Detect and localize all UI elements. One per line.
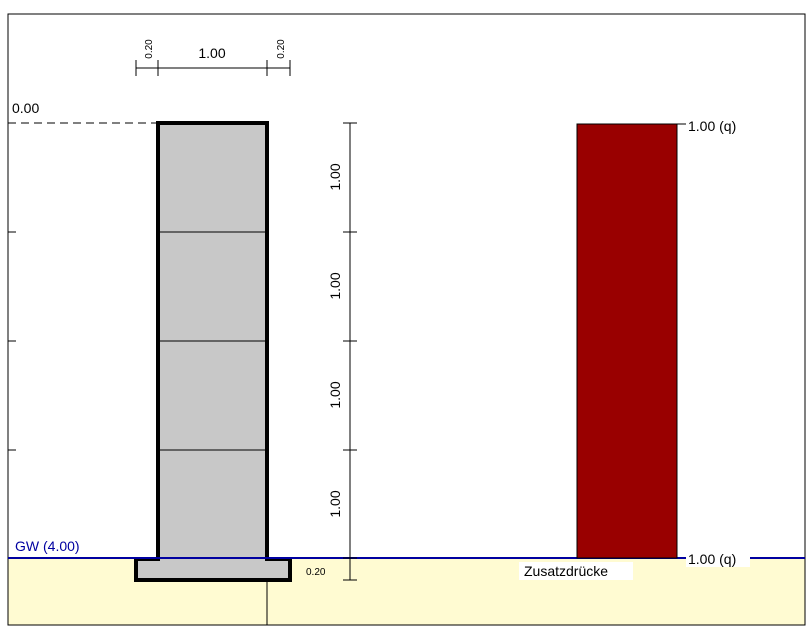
load-block: [576, 123, 678, 559]
groundwater-label: GW (4.00): [15, 538, 80, 554]
frame: [7, 13, 806, 626]
wall-segments: [160, 231, 265, 451]
load-label: 1.00 (q): [688, 118, 736, 134]
dim-label: 1.00: [327, 163, 343, 190]
ground: [8, 558, 805, 625]
vertical-dimension: [343, 122, 357, 581]
dim-label: 1.00: [198, 45, 225, 61]
dim-label: 0.20: [306, 567, 326, 578]
dim-label: 1.00: [327, 490, 343, 517]
left-ticks: [8, 231, 16, 451]
level-label: 0.00: [12, 100, 39, 116]
load-label: 1.00 (q): [688, 551, 736, 567]
load-caption: Zusatzdrücke: [524, 563, 608, 579]
top-dimension: [135, 60, 291, 76]
label-bg: [686, 549, 750, 567]
dim-label: 1.00: [327, 381, 343, 408]
dim-label: 1.00: [327, 272, 343, 299]
dim-label: 0.20: [144, 39, 155, 59]
dim-label: 0.20: [276, 39, 287, 59]
label-bg: [519, 562, 633, 580]
footing: [134, 557, 292, 582]
